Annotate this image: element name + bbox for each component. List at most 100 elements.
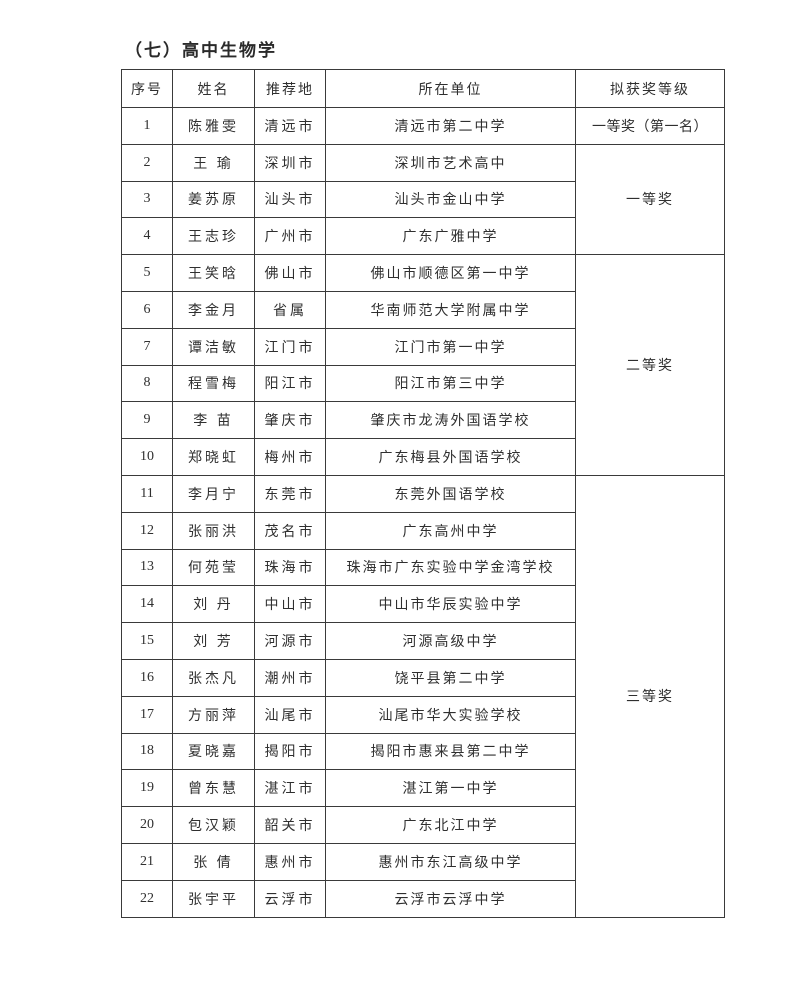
cell-name: 王 瑜 — [172, 143, 255, 182]
cell-place: 肇庆市 — [254, 401, 326, 440]
cell-unit: 汕尾市华大实验学校 — [325, 695, 576, 734]
cell-no: 6 — [121, 290, 173, 329]
cell-name: 夏晓嘉 — [172, 732, 255, 771]
cell-name: 陈雅雯 — [172, 107, 255, 145]
cell-place: 江门市 — [254, 327, 326, 366]
awards-table: 序号 姓名 推荐地 所在单位 拟获奖等级 1 陈雅雯 清远市 清远市第二中学 一等奖（第一名） 2… — [121, 69, 725, 918]
cell-name: 何苑莹 — [172, 548, 255, 587]
cell-place: 广州市 — [254, 217, 326, 256]
cell-no: 11 — [121, 474, 173, 513]
table-row: 11 李月宁 东莞市 东莞外国语学校 三等奖 — [121, 474, 725, 918]
page-title: （七）高中生物学 — [125, 41, 277, 60]
cell-unit: 肇庆市龙涛外国语学校 — [325, 401, 576, 440]
cell-unit: 珠海市广东实验中学金湾学校 — [325, 548, 576, 587]
cell-no: 19 — [121, 769, 173, 808]
table-body: 1 陈雅雯 清远市 清远市第二中学 一等奖（第一名） 2 王 瑜深圳市 深圳市艺术高中 一等奖 3… — [121, 107, 725, 918]
cell-unit: 中山市华辰实验中学 — [325, 585, 576, 624]
cell-unit: 广东高州中学 — [325, 511, 576, 550]
award-level-cell: 三等奖 — [575, 474, 725, 918]
cell-name: 郑晓虹 — [172, 438, 255, 476]
cell-name: 谭洁敏 — [172, 327, 255, 366]
cell-name: 曾东慧 — [172, 769, 255, 808]
cell-name: 李月宁 — [172, 474, 255, 513]
cell-name: 方丽萍 — [172, 695, 255, 734]
award-level-cell: 一等奖 — [575, 143, 725, 256]
cell-place: 珠海市 — [254, 548, 326, 587]
table-row: 7 谭洁敏 江门市 江门市第一中学 — [121, 327, 725, 366]
cell-place: 汕头市 — [254, 180, 326, 219]
table-row: 15 刘 芳河源市 河源高级中学 — [121, 622, 725, 660]
cell-name: 张杰凡 — [172, 658, 255, 697]
table-row: 8 程雪梅 阳江市 阳江市第三中学 — [121, 364, 725, 403]
column-header-3: 所在单位 — [325, 69, 576, 108]
cell-unit: 广东广雅中学 — [325, 217, 576, 256]
cell-place: 省属 — [254, 290, 326, 329]
cell-no: 10 — [121, 438, 173, 476]
cell-no: 21 — [121, 842, 173, 881]
cell-name: 刘 芳 — [172, 622, 255, 660]
cell-no: 15 — [121, 622, 173, 660]
cell-no: 17 — [121, 695, 173, 734]
cell-unit: 湛江第一中学 — [325, 769, 576, 808]
cell-unit: 汕头市金山中学 — [325, 180, 576, 219]
table-row: 18 夏晓嘉 揭阳市 揭阳市惠来县第二中学 — [121, 732, 725, 771]
cell-no: 20 — [121, 806, 173, 844]
cell-unit: 云浮市云浮中学 — [325, 879, 576, 918]
column-header-4: 拟获奖等级 — [575, 69, 725, 108]
cell-place: 惠州市 — [254, 842, 326, 881]
cell-name: 李 苗 — [172, 401, 255, 440]
cell-name: 张丽洪 — [172, 511, 255, 550]
column-header-0: 序号 — [121, 69, 173, 108]
table-row: 16 张杰凡 潮州市 饶平县第二中学 — [121, 658, 725, 697]
cell-place: 潮州市 — [254, 658, 326, 697]
cell-name: 程雪梅 — [172, 364, 255, 403]
cell-name: 包汉颖 — [172, 806, 255, 844]
award-level-cell: 二等奖 — [575, 254, 725, 476]
cell-no: 22 — [121, 879, 173, 918]
cell-unit: 河源高级中学 — [325, 622, 576, 660]
cell-no: 3 — [121, 180, 173, 219]
table-row: 22 张宇平 云浮市 云浮市云浮中学 — [121, 879, 725, 918]
cell-unit: 广东北江中学 — [325, 806, 576, 844]
cell-place: 阳江市 — [254, 364, 326, 403]
table-row: 12 张丽洪 茂名市 广东高州中学 — [121, 511, 725, 550]
cell-unit: 东莞外国语学校 — [325, 474, 576, 513]
cell-unit: 华南师范大学附属中学 — [325, 290, 576, 329]
table-row: 13 何苑莹 珠海市 珠海市广东实验中学金湾学校 — [121, 548, 725, 587]
cell-place: 茂名市 — [254, 511, 326, 550]
cell-unit: 清远市第二中学 — [325, 107, 576, 145]
table-row: 21 张 倩惠州市 惠州市东江高级中学 — [121, 842, 725, 881]
table-row: 19 曾东慧 湛江市 湛江第一中学 — [121, 769, 725, 808]
cell-place: 深圳市 — [254, 143, 326, 182]
cell-no: 18 — [121, 732, 173, 771]
cell-name: 刘 丹 — [172, 585, 255, 624]
cell-no: 1 — [121, 107, 173, 145]
table-row: 20 包汉颖 韶关市 广东北江中学 — [121, 806, 725, 844]
cell-place: 东莞市 — [254, 474, 326, 513]
cell-unit: 江门市第一中学 — [325, 327, 576, 366]
cell-no: 8 — [121, 364, 173, 403]
cell-no: 16 — [121, 658, 173, 697]
cell-place: 河源市 — [254, 622, 326, 660]
table-header-row: 序号 姓名 推荐地 所在单位 拟获奖等级 — [121, 69, 725, 108]
cell-name: 王笑晗 — [172, 254, 255, 292]
cell-place: 清远市 — [254, 107, 326, 145]
table-row: 5 王笑晗 佛山市 佛山市顺德区第一中学 二等奖 — [121, 254, 725, 476]
cell-unit: 揭阳市惠来县第二中学 — [325, 732, 576, 771]
cell-name: 张宇平 — [172, 879, 255, 918]
cell-unit: 深圳市艺术高中 — [325, 143, 576, 182]
cell-place: 云浮市 — [254, 879, 326, 918]
cell-unit: 饶平县第二中学 — [325, 658, 576, 697]
cell-place: 韶关市 — [254, 806, 326, 844]
cell-name: 张 倩 — [172, 842, 255, 881]
table-row: 10 郑晓虹 梅州市 广东梅县外国语学校 — [121, 438, 725, 476]
award-level-cell: 一等奖（第一名） — [575, 107, 725, 145]
cell-place: 佛山市 — [254, 254, 326, 292]
cell-no: 7 — [121, 327, 173, 366]
cell-unit: 惠州市东江高级中学 — [325, 842, 576, 881]
cell-place: 汕尾市 — [254, 695, 326, 734]
cell-place: 揭阳市 — [254, 732, 326, 771]
cell-name: 王志珍 — [172, 217, 255, 256]
